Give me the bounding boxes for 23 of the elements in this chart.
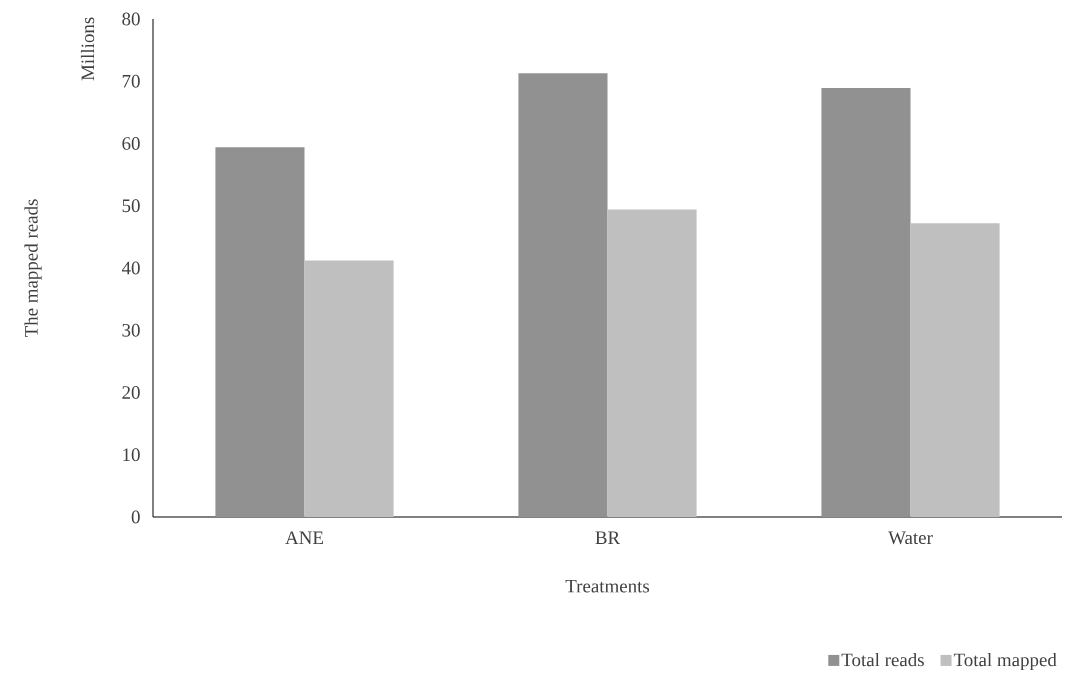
x-tick-label: BR xyxy=(595,531,621,544)
x-tick-label: ANE xyxy=(285,531,323,545)
y-axis-title: The mapped reads xyxy=(24,199,42,338)
bar xyxy=(304,260,394,517)
text: Millions xyxy=(80,17,95,81)
legend-label: Total reads xyxy=(841,652,924,667)
y-tick-label: 20 xyxy=(122,386,140,399)
y-tick-label: 70 xyxy=(122,74,140,88)
x-tick-label: Water xyxy=(888,531,933,545)
y-tick-label: 40 xyxy=(121,261,140,275)
legend-label: Total mapped xyxy=(953,652,1057,671)
bar xyxy=(821,88,911,517)
bar xyxy=(215,147,305,517)
y-tick-label: 10 xyxy=(123,448,140,462)
bar xyxy=(910,223,1000,517)
y-tick-label: 50 xyxy=(122,199,140,213)
bar xyxy=(607,209,697,517)
y-tick-label: 30 xyxy=(122,323,140,337)
y-tick-label: 60 xyxy=(122,137,140,150)
y-tick-label: 80 xyxy=(122,12,140,26)
bar xyxy=(518,73,608,517)
x-axis-title: Treatments xyxy=(565,579,650,593)
y-tick-label: 0 xyxy=(131,510,140,524)
